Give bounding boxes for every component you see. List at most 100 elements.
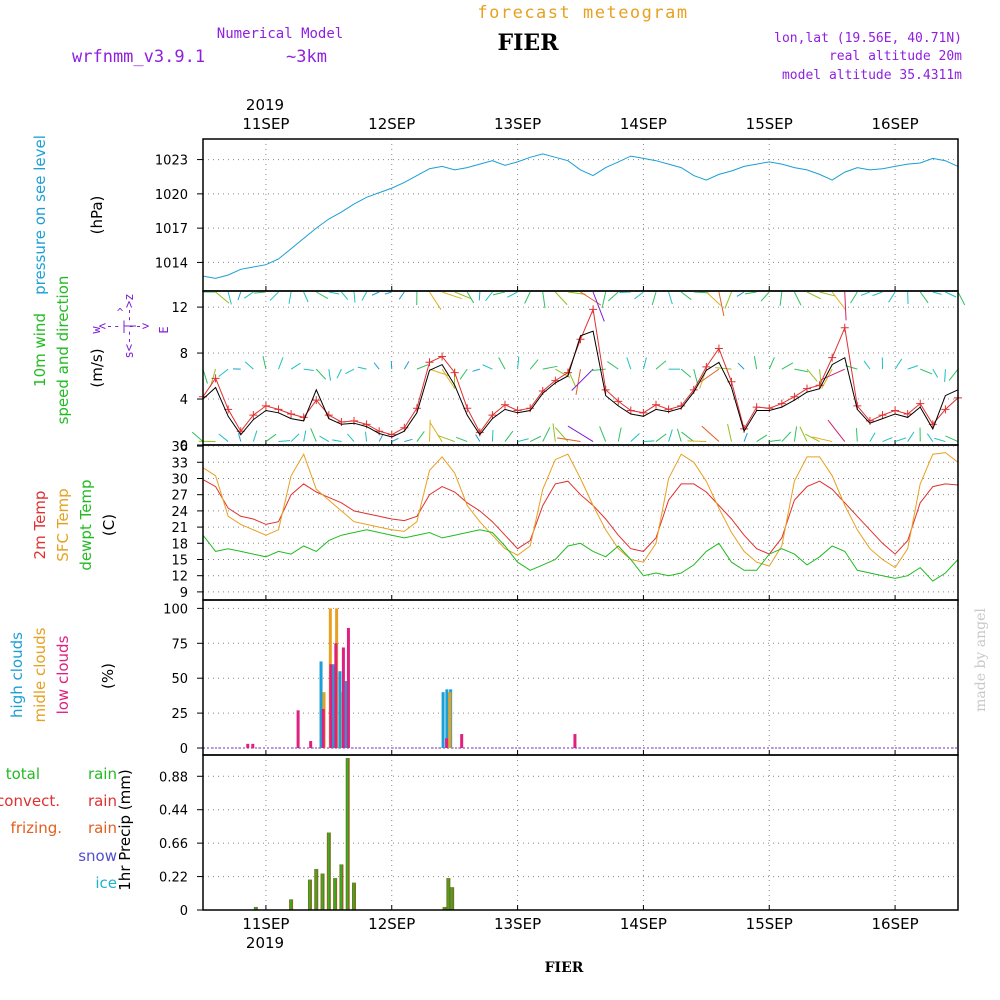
legend-ice: ice <box>95 874 117 892</box>
y-tick-label: 8 <box>180 347 188 362</box>
wind-speed-point <box>652 400 660 409</box>
wind-arrow <box>945 435 959 443</box>
wind-arrow <box>769 439 781 443</box>
ylabel-sfc: SFC Temp <box>54 488 72 561</box>
y-tick-label: 25 <box>171 707 188 722</box>
wind-arrow <box>687 440 707 443</box>
wind-arrow <box>319 435 330 442</box>
legend-total-rain: rain <box>88 765 117 783</box>
wind-arrow <box>218 433 229 442</box>
wind-arrow <box>542 365 558 370</box>
wind-arrow <box>244 291 254 299</box>
y-tick-label: 18 <box>171 537 188 552</box>
wind-arrow <box>781 362 794 370</box>
wind-arrow <box>869 432 876 442</box>
panel-frame <box>202 599 959 756</box>
wind-arrow <box>336 368 342 379</box>
wind-speed-point <box>765 404 774 413</box>
wind-arrow <box>345 368 355 375</box>
y-tick-label: 1017 <box>155 222 188 237</box>
real-altitude: real altitude 20m <box>829 49 962 64</box>
wind-arrow <box>346 433 355 442</box>
y-tick-label: 0.88 <box>159 770 188 785</box>
ylabel-precip-unit: 1hr Precip (mm) <box>116 769 134 890</box>
compass-ns: s<--|-->z <box>122 293 136 358</box>
bar-precip-inner <box>447 878 449 910</box>
wind-arrow <box>701 425 720 442</box>
panels: 1014101710201023048129121518212427303336… <box>155 138 966 919</box>
series-line-temperature <box>202 529 959 582</box>
location: lon,lat (19.56E, 40.71N) <box>774 31 962 46</box>
wind-arrow <box>429 291 442 310</box>
wind-arrow <box>404 438 413 443</box>
wind-arrow <box>626 357 632 370</box>
model-name: wrfnmm_v3.9.1 <box>72 47 205 67</box>
panel-precipitation: 0 0.22 0.66 0.44 0.88 <box>159 754 959 919</box>
series-line-temperature <box>202 479 959 555</box>
wind-arrow <box>218 368 229 377</box>
wind-arrow <box>932 291 942 295</box>
y-tick-label: 9 <box>180 586 188 601</box>
wind-arrow <box>844 291 847 321</box>
wind-arrow <box>855 428 858 442</box>
ylabel-pressure: pressure on see level <box>31 135 49 295</box>
wind-arrow <box>524 291 531 304</box>
wind-speed-point <box>916 399 925 408</box>
wind-speed-point <box>450 368 459 377</box>
wind-arrow <box>756 434 768 442</box>
wind-arrow <box>781 431 792 442</box>
bar-clouds <box>460 734 464 749</box>
wind-arrow <box>680 291 692 300</box>
bar-clouds <box>334 643 338 749</box>
wind-arrow <box>601 291 607 309</box>
compass-rose: w s<--|-->z<--|--> E ^ <box>89 293 171 358</box>
wind-arrow <box>932 368 939 378</box>
bar-clouds <box>309 741 313 749</box>
wind-arrow <box>655 360 667 370</box>
wind-arrow <box>907 365 919 370</box>
date-label-top: 11SEP <box>242 115 289 133</box>
wind-arrow <box>384 291 392 295</box>
bar-clouds <box>246 743 250 749</box>
wind-arrow <box>718 291 725 316</box>
compass-e: E <box>157 326 171 333</box>
year-bottom: 2019 <box>246 934 284 952</box>
wind-speed-point <box>488 411 497 420</box>
wind-arrow <box>455 436 468 443</box>
wind-arrow <box>492 291 506 296</box>
wind-arrow <box>680 368 692 378</box>
wind-arrow <box>227 291 232 305</box>
wind-arrow <box>466 291 475 304</box>
wind-arrow <box>357 366 367 370</box>
ylabel-cloud-unit: (%) <box>99 663 117 689</box>
wind-arrow <box>517 438 529 443</box>
wind-arrow <box>799 426 808 442</box>
wind-arrow <box>353 291 356 303</box>
wind-arrow <box>390 361 393 370</box>
wind-arrow <box>630 433 640 442</box>
panel-frame <box>202 138 959 292</box>
wind-speed-point <box>513 406 522 415</box>
date-label-bottom: 14SEP <box>620 915 667 933</box>
wind-arrow <box>805 433 820 442</box>
panel-frame <box>202 754 959 911</box>
wind-arrow <box>882 437 893 443</box>
wind-arrow <box>507 291 518 298</box>
panel-frame <box>202 290 959 446</box>
legend-snow: snow <box>78 847 117 865</box>
wind-arrow <box>332 439 342 443</box>
wind-arrow <box>498 357 506 370</box>
wind-arrow <box>768 357 775 370</box>
y-tick-label: 1020 <box>155 188 188 203</box>
wind-arrow <box>779 291 783 306</box>
footer-station: FIER <box>545 960 584 976</box>
wind-arrow <box>265 433 277 442</box>
wind-arrow <box>643 440 655 443</box>
ylabel-temp-unit: (C) <box>100 514 118 536</box>
bar-clouds <box>251 743 255 749</box>
wind-arrow <box>529 435 542 443</box>
wind-arrow <box>328 369 331 381</box>
wind-arrow <box>894 358 903 370</box>
wind-speed-point <box>211 374 220 383</box>
